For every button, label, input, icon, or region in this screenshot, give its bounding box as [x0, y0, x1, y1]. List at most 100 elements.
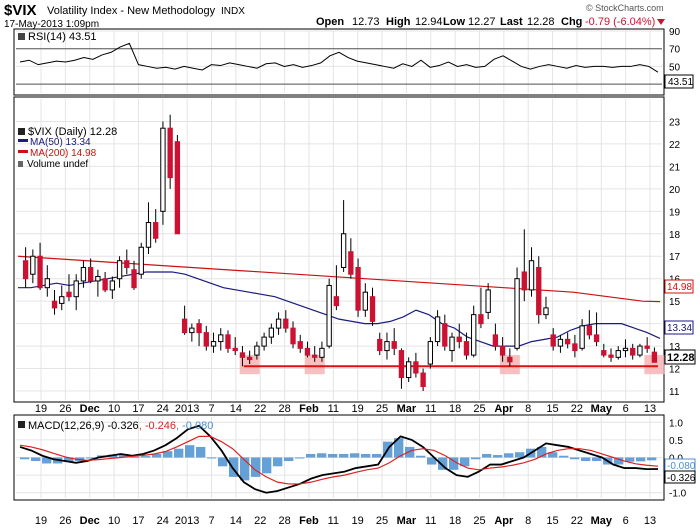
x-tick-label: 19 [35, 515, 47, 527]
candle-body [326, 284, 332, 347]
candle-body [579, 325, 585, 349]
x-tick-label: 26 [59, 515, 71, 527]
candle-body [651, 351, 658, 363]
candle-body [153, 222, 159, 239]
rsi-line [19, 42, 659, 73]
rsi-value-box [664, 74, 694, 89]
candle-body [196, 323, 202, 334]
x-tick-label: 14 [230, 403, 242, 415]
macd-histogram-bar [251, 457, 261, 477]
macd-histogram-bar [130, 456, 140, 458]
support-highlight [644, 355, 665, 375]
x-tick-label: 18 [449, 403, 461, 415]
candle-body [304, 347, 311, 356]
macd-signal-line [19, 435, 659, 485]
macd-histogram-bar [592, 457, 602, 462]
price-legend-text: $VIX (Daily) 12.28 [28, 126, 117, 138]
candle-body [471, 314, 477, 356]
rsi-swatch [18, 33, 25, 40]
chg-label: Chg [561, 16, 582, 28]
macd-swatch [18, 421, 25, 428]
price-tick-label: 21 [669, 162, 681, 173]
price-tick-label: 12 [669, 365, 681, 376]
rsi-value-label: 43.51 [664, 74, 694, 89]
macd-histogram-bar [273, 457, 283, 467]
candle-body [427, 341, 434, 365]
macd-histogram-bar [64, 457, 74, 462]
candle-body [478, 314, 484, 325]
macd-histogram-bar [152, 453, 162, 458]
macd-histogram-bar [471, 457, 481, 460]
watermark: © StockCharts.com [586, 3, 664, 13]
low-label: Low [443, 16, 465, 28]
date-label: 17-May-2013 1:09pm [4, 19, 99, 30]
candle-body [369, 296, 376, 322]
macd-histogram-bar [306, 453, 316, 458]
macd-layer [19, 424, 659, 494]
ma50-legend-text: MA(50) 13.34 [30, 137, 91, 148]
macd-histogram-bar [207, 457, 217, 459]
candle-body [189, 327, 195, 334]
candle-body [528, 260, 535, 291]
x-tick-label: 26 [59, 403, 71, 415]
last-price-label: 12.28 [664, 349, 696, 365]
macd-tick-label: 0.5 [669, 436, 683, 447]
macd-histogram-bar [262, 457, 272, 474]
macd-histogram-bar [504, 453, 514, 458]
x-tick-label: 19 [352, 515, 364, 527]
ohlc-bar: Open 12.73 High 12.94 Low 12.27 Last 12.… [316, 16, 665, 28]
macd-histogram-bar [559, 455, 569, 458]
macd-histogram-bar [482, 453, 492, 458]
candle-body [116, 260, 123, 280]
price-tick-label: 19 [669, 207, 681, 218]
candle-body [543, 307, 549, 316]
candle-body [30, 255, 36, 275]
x-tick-label: 15 [546, 515, 558, 527]
candle-body [312, 354, 318, 358]
macd-histogram-bar [229, 457, 239, 477]
macd-histogram-bar [537, 446, 547, 458]
macd-histogram-bar [449, 457, 459, 470]
macd-value-box [664, 470, 696, 484]
x-tick-label: 11 [425, 403, 436, 415]
x-tick-label: 13 [644, 515, 656, 527]
macd-histogram-bar [614, 457, 624, 465]
macd-histogram-bar [163, 451, 173, 458]
rsi-legend: RSI(14) 43.51 [18, 31, 96, 43]
rsi-legend-text: RSI(14) 43.51 [28, 31, 96, 43]
rsi-tick-label: 70 [669, 45, 681, 56]
candle-body [362, 291, 368, 311]
x-tick-label: Mar [397, 403, 417, 415]
x-tick-label: 2013 [175, 403, 199, 415]
candle-body [355, 266, 361, 311]
candle-body [22, 260, 29, 280]
macd-histogram-bar [295, 457, 305, 459]
macd-histogram-bar [427, 457, 437, 465]
candle-body [225, 334, 231, 349]
rsi-tick-label: 50 [669, 62, 681, 73]
support-highlight [304, 355, 325, 375]
candle-body [644, 345, 650, 349]
macd-histogram-bar [196, 446, 206, 458]
candle-body [601, 350, 607, 356]
macd-legend-sep2: , [139, 420, 145, 432]
price-tick-label: 18 [669, 230, 681, 241]
macd-histogram-bar [42, 457, 52, 464]
candle-body [557, 338, 564, 347]
candle-body [181, 318, 188, 334]
macd-hist-value-label: -0.080 [664, 458, 696, 472]
candle-body [586, 325, 593, 336]
x-tick-label: Feb [299, 403, 319, 415]
candle-body [124, 260, 130, 268]
x-tick-label: 6 [623, 403, 629, 415]
x-tick-label: 25 [376, 403, 388, 415]
high-label: High [386, 16, 411, 28]
ma200-value-box [664, 279, 694, 294]
candle-body [442, 323, 448, 347]
price-tick-label: 23 [669, 117, 681, 128]
rsi-layer [16, 42, 662, 85]
volume-legend-text: Volume undef [27, 159, 88, 170]
exchange-label: INDX [221, 6, 245, 17]
macd-histogram-bar [493, 455, 503, 458]
